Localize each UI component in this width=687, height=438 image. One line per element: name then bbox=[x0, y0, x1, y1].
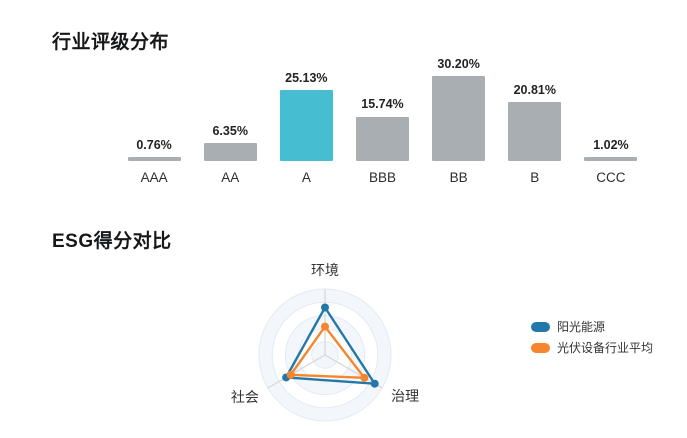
bar-area: 20.81% bbox=[497, 59, 573, 161]
bar-area: 6.35% bbox=[192, 59, 268, 161]
esg-legend: 阳光能源光伏设备行业平均 bbox=[531, 321, 653, 354]
legend-item-光伏设备行业平均[interactable]: 光伏设备行业平均 bbox=[531, 342, 653, 354]
bar-column-B: 20.81% B bbox=[497, 59, 573, 185]
bar-category-label: B bbox=[530, 170, 540, 185]
bar-value-label: 0.76% bbox=[136, 137, 172, 152]
bar-value-label: 15.74% bbox=[361, 97, 404, 112]
bar-column-BBB: 15.74% BBB bbox=[344, 59, 420, 185]
radar-point-阳光能源-治理 bbox=[370, 379, 379, 388]
bar-area: 30.20% bbox=[421, 56, 497, 161]
bar-value-label: 30.20% bbox=[437, 56, 480, 71]
rating-bar-chart: 0.76% AAA 6.35% AA 25.13% A 15.74% BBB 30.20% BB 2… bbox=[116, 56, 649, 185]
bar-AA bbox=[203, 143, 257, 161]
radar-point-光伏设备行业平均-社会 bbox=[286, 370, 295, 379]
bar-category-label: BBB bbox=[368, 170, 396, 185]
radar-series-光伏设备行业平均 bbox=[289, 325, 366, 380]
bar-value-label: 20.81% bbox=[513, 82, 556, 97]
bar-A bbox=[279, 90, 333, 161]
bar-area: 0.76% bbox=[116, 59, 192, 161]
bar-value-label: 25.13% bbox=[285, 70, 328, 85]
bar-category-label: CCC bbox=[596, 170, 626, 185]
legend-swatch-icon bbox=[531, 322, 550, 332]
legend-item-阳光能源[interactable]: 阳光能源 bbox=[531, 321, 653, 333]
radar-axis-label-环境: 环境 bbox=[311, 262, 339, 278]
bar-category-label: AA bbox=[221, 170, 240, 185]
bar-CCC bbox=[584, 157, 638, 161]
bar-B bbox=[508, 102, 562, 161]
bar-category-label: BB bbox=[449, 170, 468, 185]
bar-value-label: 1.02% bbox=[593, 137, 629, 152]
radar-axis-label-治理: 治理 bbox=[391, 388, 419, 404]
bar-BBB bbox=[355, 116, 409, 161]
bar-value-label: 6.35% bbox=[212, 123, 248, 138]
bar-category-label: A bbox=[301, 170, 311, 185]
radar-point-光伏设备行业平均-环境 bbox=[321, 322, 329, 331]
bar-area: 25.13% bbox=[268, 59, 344, 161]
bar-area: 15.74% bbox=[344, 59, 420, 161]
bar-column-AAA: 0.76% AAA bbox=[116, 59, 192, 185]
bar-column-AA: 6.35% AA bbox=[192, 59, 268, 185]
bar-AAA bbox=[127, 157, 181, 161]
bar-category-label: AAA bbox=[140, 170, 168, 185]
bar-BB bbox=[432, 76, 486, 161]
bar-column-A: 25.13% A bbox=[268, 59, 344, 185]
bar-column-CCC: 1.02% CCC bbox=[573, 59, 649, 185]
legend-swatch-icon bbox=[531, 343, 550, 353]
bar-area: 1.02% bbox=[573, 59, 649, 161]
radar-point-阳光能源-环境 bbox=[321, 303, 329, 312]
esg-chart-title: ESG得分对比 bbox=[52, 231, 172, 252]
legend-label: 光伏设备行业平均 bbox=[557, 341, 654, 355]
rating-chart-title: 行业评级分布 bbox=[52, 32, 170, 53]
bar-column-BB: 30.20% BB bbox=[421, 56, 497, 185]
radar-series-阳光能源 bbox=[284, 306, 376, 385]
radar-point-光伏设备行业平均-治理 bbox=[360, 373, 369, 382]
radar-axis-label-社会: 社会 bbox=[231, 389, 259, 405]
radar-axis-社会 bbox=[267, 354, 326, 389]
legend-label: 阳光能源 bbox=[557, 320, 606, 334]
